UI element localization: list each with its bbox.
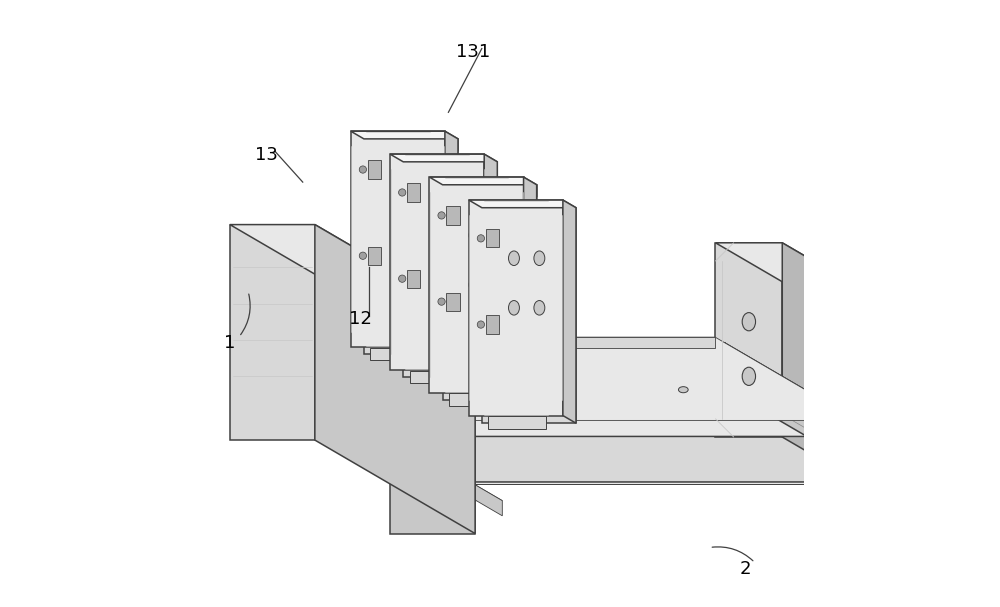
Polygon shape bbox=[329, 412, 799, 423]
Polygon shape bbox=[330, 337, 858, 421]
Polygon shape bbox=[330, 337, 715, 348]
Ellipse shape bbox=[455, 255, 466, 270]
Ellipse shape bbox=[430, 255, 441, 270]
Polygon shape bbox=[433, 473, 904, 484]
Polygon shape bbox=[297, 390, 365, 404]
Ellipse shape bbox=[416, 182, 427, 197]
Ellipse shape bbox=[395, 450, 404, 456]
Polygon shape bbox=[336, 404, 502, 516]
Polygon shape bbox=[715, 243, 782, 437]
Polygon shape bbox=[370, 348, 428, 360]
Polygon shape bbox=[469, 200, 563, 416]
Polygon shape bbox=[725, 343, 885, 482]
Polygon shape bbox=[351, 131, 445, 347]
Polygon shape bbox=[524, 177, 537, 400]
Polygon shape bbox=[407, 270, 420, 288]
Polygon shape bbox=[718, 390, 767, 407]
Polygon shape bbox=[469, 200, 576, 208]
Polygon shape bbox=[407, 183, 420, 202]
Polygon shape bbox=[230, 225, 475, 318]
Polygon shape bbox=[381, 443, 851, 453]
Polygon shape bbox=[488, 416, 546, 429]
Polygon shape bbox=[486, 229, 499, 248]
Polygon shape bbox=[429, 177, 524, 393]
Ellipse shape bbox=[563, 387, 573, 393]
Ellipse shape bbox=[325, 395, 334, 400]
Polygon shape bbox=[390, 318, 475, 534]
Polygon shape bbox=[230, 225, 315, 440]
Polygon shape bbox=[410, 370, 467, 382]
Ellipse shape bbox=[359, 252, 367, 259]
Polygon shape bbox=[876, 336, 943, 531]
Polygon shape bbox=[482, 208, 576, 423]
Polygon shape bbox=[297, 390, 342, 407]
Polygon shape bbox=[368, 160, 381, 178]
Polygon shape bbox=[303, 343, 885, 436]
Ellipse shape bbox=[438, 298, 445, 305]
Ellipse shape bbox=[430, 205, 441, 220]
Ellipse shape bbox=[508, 300, 519, 315]
Polygon shape bbox=[297, 404, 336, 419]
Ellipse shape bbox=[399, 189, 406, 196]
Ellipse shape bbox=[390, 232, 401, 246]
Polygon shape bbox=[446, 293, 460, 311]
Text: 1: 1 bbox=[224, 334, 236, 352]
Polygon shape bbox=[446, 206, 460, 225]
Ellipse shape bbox=[438, 212, 445, 219]
Polygon shape bbox=[302, 396, 773, 407]
Ellipse shape bbox=[399, 275, 406, 282]
Ellipse shape bbox=[469, 228, 480, 243]
Polygon shape bbox=[484, 154, 497, 378]
Polygon shape bbox=[303, 343, 725, 388]
Polygon shape bbox=[364, 139, 458, 354]
Polygon shape bbox=[775, 404, 834, 460]
Polygon shape bbox=[407, 458, 878, 469]
Ellipse shape bbox=[455, 205, 466, 220]
Polygon shape bbox=[342, 390, 365, 421]
Polygon shape bbox=[315, 225, 475, 534]
Ellipse shape bbox=[442, 387, 451, 393]
Polygon shape bbox=[368, 246, 381, 265]
Ellipse shape bbox=[534, 300, 545, 315]
Ellipse shape bbox=[534, 251, 545, 265]
Polygon shape bbox=[351, 131, 458, 139]
Polygon shape bbox=[303, 388, 885, 482]
Ellipse shape bbox=[495, 277, 505, 292]
Polygon shape bbox=[819, 429, 878, 486]
Text: 13: 13 bbox=[255, 146, 278, 164]
Polygon shape bbox=[486, 316, 499, 334]
Text: 2: 2 bbox=[740, 560, 752, 578]
Ellipse shape bbox=[742, 367, 756, 385]
Ellipse shape bbox=[469, 277, 480, 292]
Polygon shape bbox=[390, 154, 484, 370]
Ellipse shape bbox=[359, 166, 367, 173]
Polygon shape bbox=[443, 185, 537, 400]
Polygon shape bbox=[715, 243, 943, 336]
Polygon shape bbox=[390, 154, 497, 162]
Ellipse shape bbox=[495, 228, 505, 243]
Polygon shape bbox=[297, 404, 502, 501]
Polygon shape bbox=[449, 393, 507, 405]
Text: 131: 131 bbox=[456, 42, 490, 61]
Polygon shape bbox=[718, 390, 790, 404]
Ellipse shape bbox=[508, 251, 519, 265]
Ellipse shape bbox=[416, 232, 427, 246]
Polygon shape bbox=[429, 177, 537, 185]
Ellipse shape bbox=[742, 313, 756, 331]
Polygon shape bbox=[782, 243, 943, 531]
Polygon shape bbox=[862, 455, 921, 511]
Polygon shape bbox=[445, 131, 458, 354]
Polygon shape bbox=[403, 162, 497, 378]
Ellipse shape bbox=[747, 395, 756, 400]
Ellipse shape bbox=[678, 387, 688, 393]
Polygon shape bbox=[355, 427, 825, 438]
Ellipse shape bbox=[477, 321, 485, 328]
Polygon shape bbox=[563, 200, 576, 423]
Ellipse shape bbox=[477, 235, 485, 242]
Polygon shape bbox=[897, 501, 930, 516]
Ellipse shape bbox=[390, 182, 401, 197]
Text: 12: 12 bbox=[349, 310, 372, 328]
